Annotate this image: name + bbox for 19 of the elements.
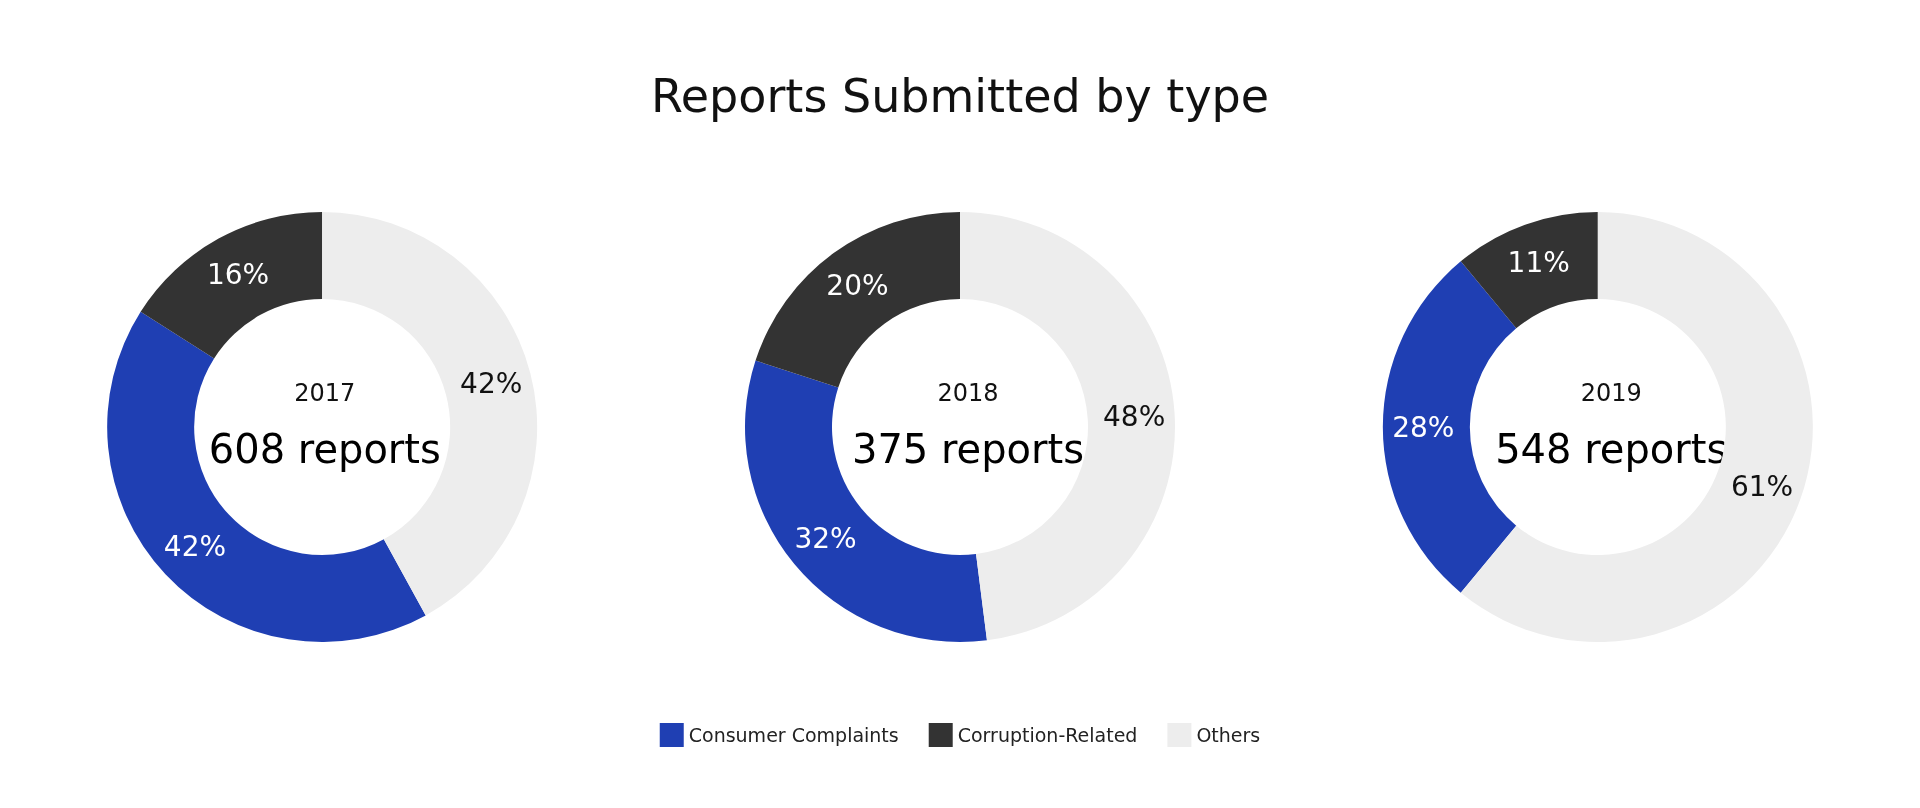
legend-label: Others xyxy=(1196,724,1261,746)
data-label: 32% xyxy=(794,521,857,555)
text: 608 reports xyxy=(208,426,441,472)
data-label: 42% xyxy=(460,367,523,401)
data-label: 28% xyxy=(1392,410,1455,444)
legend-label: Corruption-Related xyxy=(957,724,1138,746)
data-label: 61% xyxy=(1730,469,1794,503)
slice-label: 2017 xyxy=(294,379,356,407)
text: 375 reports xyxy=(851,426,1085,472)
data-label: 48% xyxy=(1103,399,1166,433)
data-label: 42% xyxy=(163,529,227,563)
legend-label: Consumer Complaints xyxy=(688,724,899,746)
data-label: 16% xyxy=(206,257,270,291)
slice-label: 2019 xyxy=(1580,379,1642,407)
data-label: 11% xyxy=(1507,246,1570,280)
slice-label: 2018 xyxy=(937,379,999,407)
data-label: 20% xyxy=(826,269,889,303)
chart-title: Reports Submitted by type xyxy=(650,69,1270,123)
text: 548 reports xyxy=(1495,426,1728,472)
